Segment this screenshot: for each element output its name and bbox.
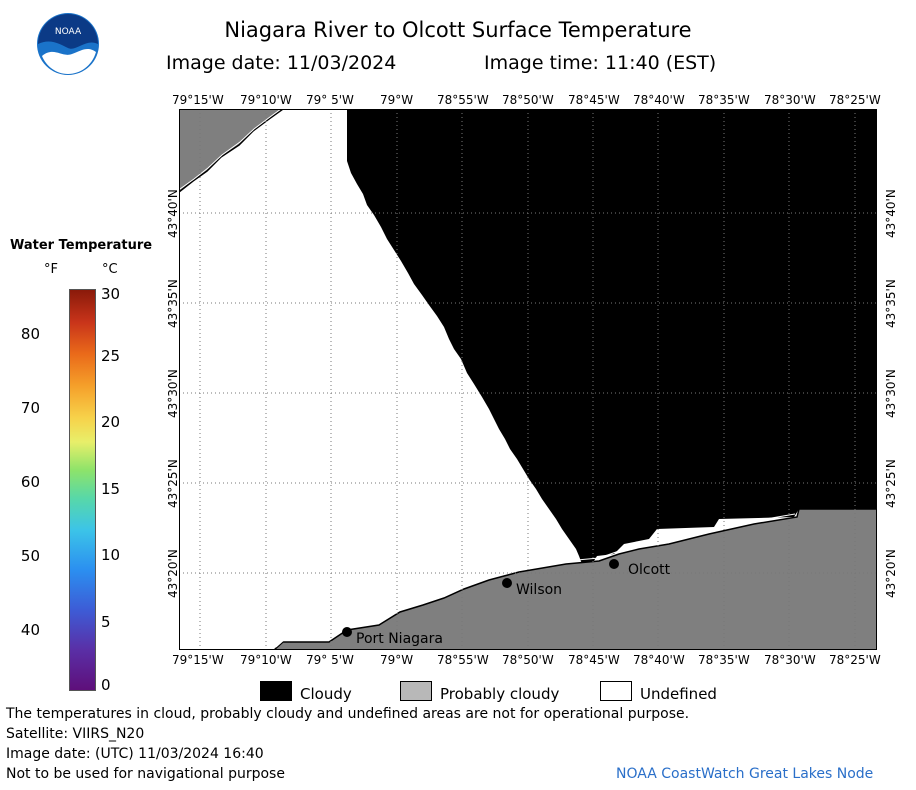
land-canada xyxy=(179,109,283,192)
lon-label: 78°25'W xyxy=(829,653,881,667)
footer-credit: NOAA CoastWatch Great Lakes Node xyxy=(616,766,874,782)
olcott-label: Olcott xyxy=(628,562,671,578)
lon-label: 78°40'W xyxy=(633,653,685,667)
unit-fahrenheit: °F xyxy=(44,262,58,277)
lat-label: 43°40'N xyxy=(166,189,180,238)
footer-nav-warning: Not to be used for navigational purpose xyxy=(6,766,285,782)
port-niagara-marker xyxy=(342,627,352,637)
image-date: Image date: 11/03/2024 xyxy=(166,52,397,74)
footer-note: The temperatures in cloud, probably clou… xyxy=(6,706,690,722)
shoreline-usa xyxy=(273,508,877,650)
page-title: Niagara River to Olcott Surface Temperat… xyxy=(224,18,692,42)
lon-label: 79° 5'W xyxy=(306,653,354,667)
f-tick: 50 xyxy=(20,547,40,565)
legend-swatch-cloudy xyxy=(260,681,292,701)
c-tick: 25 xyxy=(101,347,121,365)
lon-label: 79° 5'W xyxy=(306,93,354,107)
surface-temperature-map: Olcott Wilson Port Niagara xyxy=(179,109,877,650)
lat-label: 43°40'N xyxy=(884,189,898,238)
lon-label: 78°45'W xyxy=(568,93,620,107)
lon-label: 78°30'W xyxy=(764,93,816,107)
lon-label: 78°30'W xyxy=(764,653,816,667)
f-tick: 60 xyxy=(20,473,40,491)
olcott-marker xyxy=(609,559,619,569)
lat-label: 43°20'N xyxy=(166,549,180,598)
noaa-logo: NOAA xyxy=(37,13,99,75)
map-frame xyxy=(179,109,877,650)
lon-label: 79°W xyxy=(380,653,414,667)
lat-label: 43°25'N xyxy=(166,459,180,508)
lon-label: 78°40'W xyxy=(633,93,685,107)
lon-label: 78°55'W xyxy=(437,93,489,107)
f-tick: 80 xyxy=(20,325,40,343)
legend-undefined: Undefined xyxy=(640,685,717,703)
lon-label: 78°35'W xyxy=(698,93,750,107)
wilson-marker xyxy=(502,578,512,588)
c-tick: 5 xyxy=(101,613,111,631)
lon-label: 79°15'W xyxy=(172,653,224,667)
lat-label: 43°30'N xyxy=(884,369,898,418)
lon-label: 78°45'W xyxy=(568,653,620,667)
lon-label: 78°55'W xyxy=(437,653,489,667)
lon-label: 79°10'W xyxy=(240,93,292,107)
noaa-logo-text: NOAA xyxy=(55,27,82,37)
c-tick: 30 xyxy=(101,285,121,303)
legend-swatch-undefined xyxy=(600,681,632,701)
footer-utc-date: Image date: (UTC) 11/03/2024 16:40 xyxy=(6,746,264,762)
lon-label: 78°50'W xyxy=(502,93,554,107)
legend-probably-cloudy: Probably cloudy xyxy=(440,685,560,703)
lon-label: 78°50'W xyxy=(502,653,554,667)
land-usa xyxy=(274,509,877,650)
lat-label: 43°35'N xyxy=(166,279,180,328)
cloudy-area xyxy=(347,109,877,564)
lat-label: 43°25'N xyxy=(884,459,898,508)
wilson-label: Wilson xyxy=(516,582,562,598)
lon-label: 79°W xyxy=(380,93,414,107)
image-time: Image time: 11:40 (EST) xyxy=(484,52,717,74)
c-tick: 0 xyxy=(101,676,111,694)
c-tick: 20 xyxy=(101,413,121,431)
c-tick: 10 xyxy=(101,546,121,564)
lon-label: 79°15'W xyxy=(172,93,224,107)
color-scale-bar xyxy=(69,289,96,691)
c-tick: 15 xyxy=(101,480,121,498)
port-niagara-label: Port Niagara xyxy=(356,631,443,647)
graticule xyxy=(179,109,877,650)
f-tick: 40 xyxy=(20,621,40,639)
f-tick: 70 xyxy=(20,399,40,417)
lat-label: 43°35'N xyxy=(884,279,898,328)
legend-cloudy: Cloudy xyxy=(300,685,352,703)
scale-title: Water Temperature xyxy=(10,238,153,253)
lon-label: 79°10'W xyxy=(240,653,292,667)
lat-label: 43°30'N xyxy=(166,369,180,418)
legend-swatch-probably-cloudy xyxy=(400,681,432,701)
lon-label: 78°35'W xyxy=(698,653,750,667)
unit-celsius: °C xyxy=(102,262,118,277)
lat-label: 43°20'N xyxy=(884,549,898,598)
lon-label: 78°25'W xyxy=(829,93,881,107)
footer-satellite: Satellite: VIIRS_N20 xyxy=(6,726,145,742)
